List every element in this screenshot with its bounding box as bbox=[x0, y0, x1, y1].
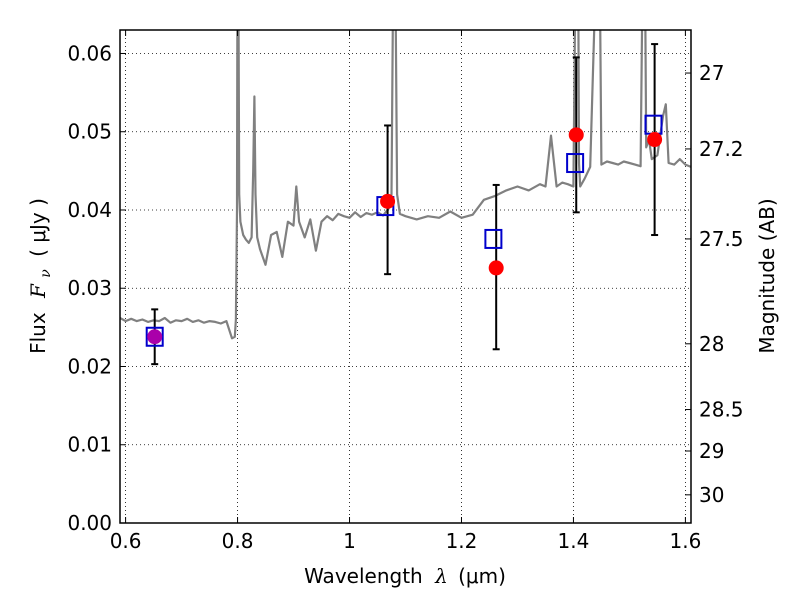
model-square-marker bbox=[484, 228, 503, 249]
y2-tick-label: 27 bbox=[699, 61, 724, 85]
y2-tick-label: 28.5 bbox=[699, 398, 744, 422]
series-layer bbox=[120, 30, 691, 366]
x-tick-label: 1.2 bbox=[446, 529, 478, 553]
y2-tick-label: 30 bbox=[699, 483, 724, 507]
y2-tick-label: 27.5 bbox=[699, 227, 744, 251]
x-axis-label-text: Wavelength bbox=[304, 564, 423, 588]
y2-axis-label: Magnitude (AB) bbox=[755, 198, 779, 353]
y-axis-label-subscript: ν bbox=[38, 269, 54, 278]
x-axis-label-symbol: λ bbox=[434, 564, 448, 588]
x-tick-label: 1 bbox=[343, 529, 356, 553]
y-tick-label: 0.02 bbox=[67, 354, 112, 378]
observed-point-marker bbox=[568, 127, 584, 143]
observed-point-marker bbox=[380, 193, 396, 209]
observed-point-marker bbox=[647, 132, 663, 148]
y-axis-label-text: Flux bbox=[26, 312, 50, 354]
x-tick-label: 0.8 bbox=[222, 529, 254, 553]
model-square-marker bbox=[566, 153, 585, 174]
y2-tick-label: 29 bbox=[699, 439, 724, 463]
y-tick-label: 0.04 bbox=[67, 198, 112, 222]
y2-tick-label: 28 bbox=[699, 332, 724, 356]
x-axis-label: Wavelength λ (μm) bbox=[304, 564, 506, 588]
y-tick-label: 0.05 bbox=[67, 120, 112, 144]
x-axis-label-unit: (μm) bbox=[458, 564, 506, 588]
ticks: 0.6 0.8 1 1.2 1.4 1.6 0.00 0.01 0.02 0.03 0.04 0.05… bbox=[67, 30, 744, 553]
spectrum-line bbox=[120, 30, 691, 340]
plot-frame bbox=[119, 29, 692, 524]
y-tick-label: 0.00 bbox=[67, 511, 112, 535]
y-axis-label-unit: ( μJy ) bbox=[26, 198, 50, 257]
x-tick-label: 1.6 bbox=[669, 529, 701, 553]
x-tick-label: 0.6 bbox=[110, 529, 142, 553]
observed-point-marker bbox=[488, 260, 504, 276]
y-axis-label-symbol: F bbox=[26, 283, 50, 299]
model-square-marker bbox=[145, 326, 164, 347]
y-tick-label: 0.03 bbox=[67, 276, 112, 300]
y2-tick-label: 27.2 bbox=[699, 137, 744, 161]
observed-point-marker bbox=[147, 329, 163, 345]
y-tick-label: 0.06 bbox=[67, 41, 112, 65]
y-tick-label: 0.01 bbox=[67, 433, 112, 457]
y-axis-label: Flux F ν ( μJy ) bbox=[26, 198, 55, 354]
x-tick-label: 1.4 bbox=[558, 529, 590, 553]
